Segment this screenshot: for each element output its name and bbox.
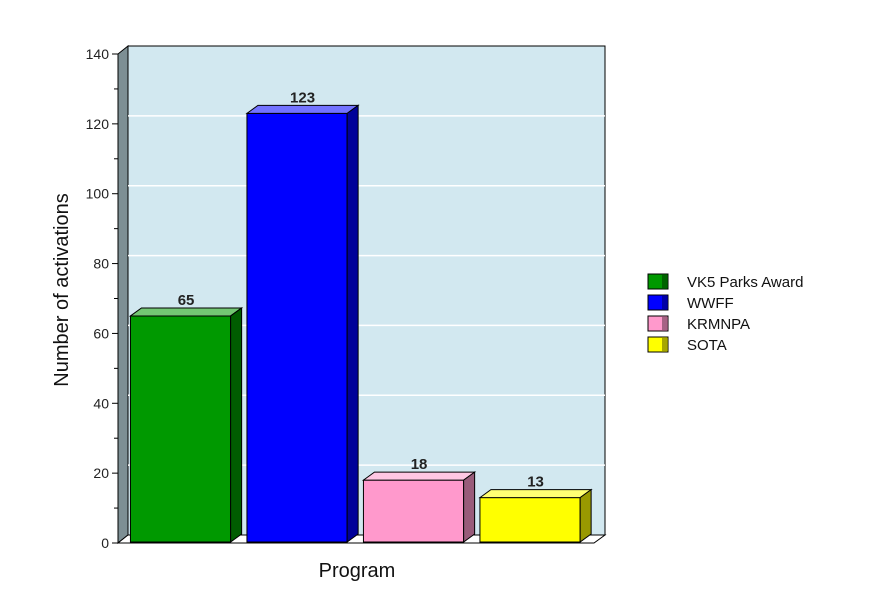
data-label: 13 [527,474,544,491]
side-wall [117,44,129,545]
y-tick-label: 120 [86,116,110,132]
legend: VK5 Parks Award WWFF KRMNPA SOTA [647,273,803,354]
bar-side [579,488,592,543]
data-labels: 65 123 18 13 [178,89,544,490]
bar-vk5-parks-award [128,306,244,543]
bar-top [361,471,477,481]
data-label: 18 [411,456,428,473]
bar-top [128,307,244,317]
bar-front [246,112,348,543]
y-tick-label: 20 [93,465,109,481]
y-axis-title: Number of activations [51,193,73,386]
legend-item: KRMNPA [647,315,750,333]
y-tick-label: 0 [101,535,109,551]
legend-swatch-shade [662,296,667,309]
bar-sota [478,488,593,543]
data-label: 65 [178,292,195,309]
data-label: 123 [290,89,315,106]
legend-swatch-shade [662,338,667,351]
y-tick-label: 60 [93,325,109,341]
y-tick-label: 100 [86,186,110,202]
legend-label: KRMNPA [687,316,750,333]
bar-side [230,306,243,543]
bar-side [346,104,359,543]
bar-side [463,471,476,543]
bar-top [245,104,360,114]
bar-wwff [245,104,360,543]
bar-krmnpa [361,471,477,543]
y-tick-label: 140 [86,46,110,62]
bars [128,104,593,543]
legend-swatch-shade [662,275,667,288]
legend-label: WWFF [687,295,734,312]
y-axis: 0 20 40 60 80 100 120 140 [86,46,119,551]
legend-item: SOTA [647,336,727,354]
legend-label: SOTA [687,337,727,354]
bar-front [129,315,232,543]
legend-item: WWFF [647,294,734,312]
bar-front [479,497,581,543]
x-axis-title: Program [319,560,396,582]
legend-swatch-shade [662,317,667,330]
bar-top [478,489,593,499]
bar-front [362,479,465,543]
y-tick-label: 40 [93,395,109,411]
legend-item: VK5 Parks Award [647,273,803,291]
legend-label: VK5 Parks Award [687,274,803,291]
y-tick-label: 80 [93,256,109,272]
